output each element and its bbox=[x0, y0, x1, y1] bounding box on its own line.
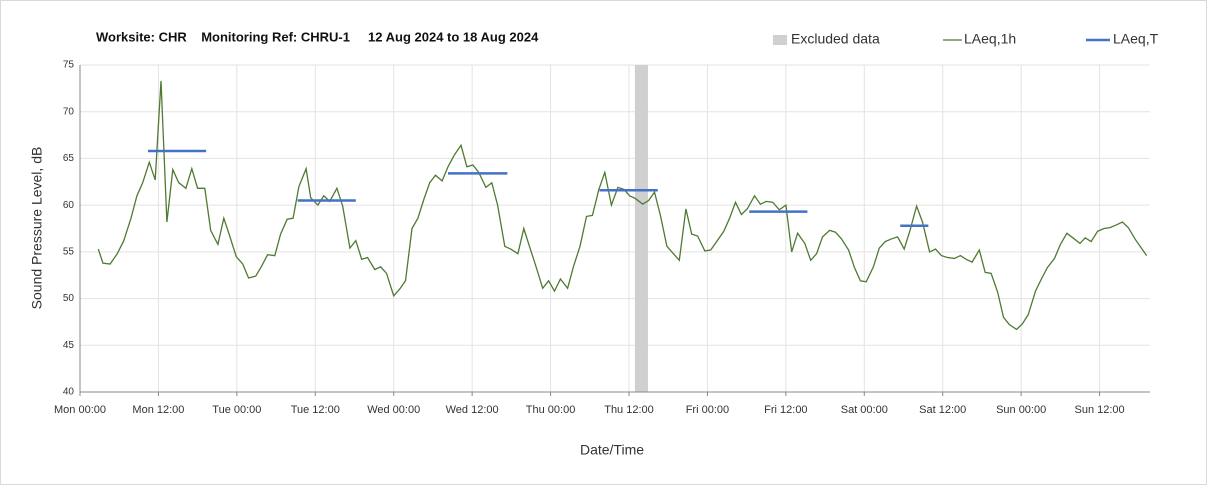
y-tick-label: 40 bbox=[63, 387, 75, 398]
y-tick-label: 50 bbox=[63, 293, 75, 304]
x-tick-label: Wed 00:00 bbox=[367, 404, 420, 416]
legend-label: LAeq,1h bbox=[964, 31, 1016, 47]
y-tick-label: 75 bbox=[63, 60, 75, 71]
x-tick-label: Thu 12:00 bbox=[604, 404, 654, 416]
excluded-band bbox=[634, 65, 648, 392]
x-tick-label: Tue 00:00 bbox=[212, 404, 261, 416]
y-tick-label: 45 bbox=[63, 340, 75, 351]
x-tick-label: Fri 12:00 bbox=[764, 404, 807, 416]
y-tick-label: 60 bbox=[63, 200, 75, 211]
x-tick-label: Tue 12:00 bbox=[291, 404, 340, 416]
x-tick-label: Sat 12:00 bbox=[919, 404, 966, 416]
x-tick-label: Thu 00:00 bbox=[526, 404, 576, 416]
y-tick-label: 65 bbox=[63, 153, 75, 164]
y-tick-label: 70 bbox=[63, 106, 75, 117]
y-axis-title: Sound Pressure Level, dB bbox=[29, 147, 45, 310]
legend-swatch bbox=[773, 35, 787, 45]
x-tick-label: Sat 00:00 bbox=[841, 404, 888, 416]
chart-title: Worksite: CHR Monitoring Ref: CHRU-1 12 … bbox=[96, 29, 539, 44]
legend-label: LAeq,T bbox=[1113, 31, 1159, 47]
x-tick-label: Sun 00:00 bbox=[996, 404, 1046, 416]
x-tick-label: Mon 00:00 bbox=[54, 404, 106, 416]
legend-label: Excluded data bbox=[791, 31, 880, 47]
x-tick-label: Mon 12:00 bbox=[132, 404, 184, 416]
x-axis-title: Date/Time bbox=[580, 442, 644, 458]
y-tick-label: 55 bbox=[63, 246, 75, 257]
x-tick-label: Wed 12:00 bbox=[446, 404, 499, 416]
x-tick-label: Fri 00:00 bbox=[686, 404, 729, 416]
x-tick-label: Sun 12:00 bbox=[1074, 404, 1124, 416]
